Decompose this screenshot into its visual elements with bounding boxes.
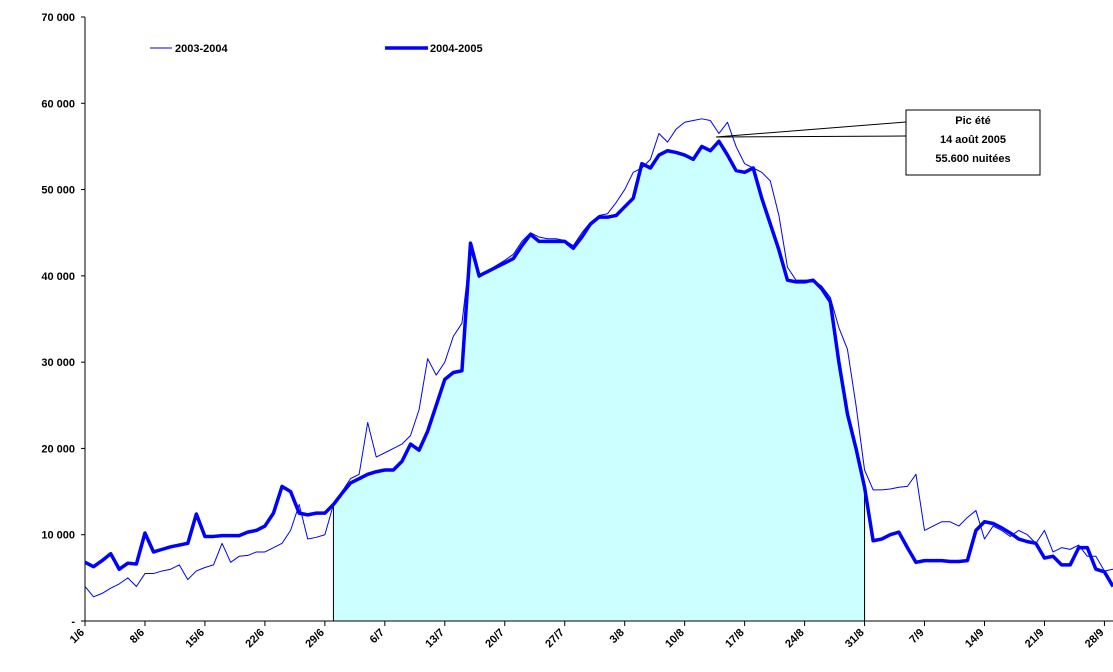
annotation-pointer: [715, 135, 907, 138]
y-tick-label: 70 000: [41, 12, 75, 24]
y-tick-label: 10 000: [41, 530, 75, 542]
annotation-box: [905, 109, 1041, 176]
legend-label: 2004-2005: [430, 43, 483, 55]
y-tick-label: 20 000: [41, 443, 75, 455]
annotation-text: 14 août 2005: [940, 134, 1006, 146]
annotation-text: 55.600 nuitées: [935, 153, 1010, 165]
annotation-text: Pic été: [955, 115, 990, 127]
annotation-pointer: [715, 121, 907, 138]
plot: [84, 118, 1113, 622]
y-tick-label: 30 000: [41, 357, 75, 369]
y-tick-label: -: [71, 616, 75, 628]
y-tick-label: 40 000: [41, 271, 75, 283]
y-tick-label: 50 000: [41, 185, 75, 197]
y-tick-label: 60 000: [41, 98, 75, 110]
series-line: [84, 139, 1113, 588]
legend-label: 2003-2004: [175, 43, 228, 55]
